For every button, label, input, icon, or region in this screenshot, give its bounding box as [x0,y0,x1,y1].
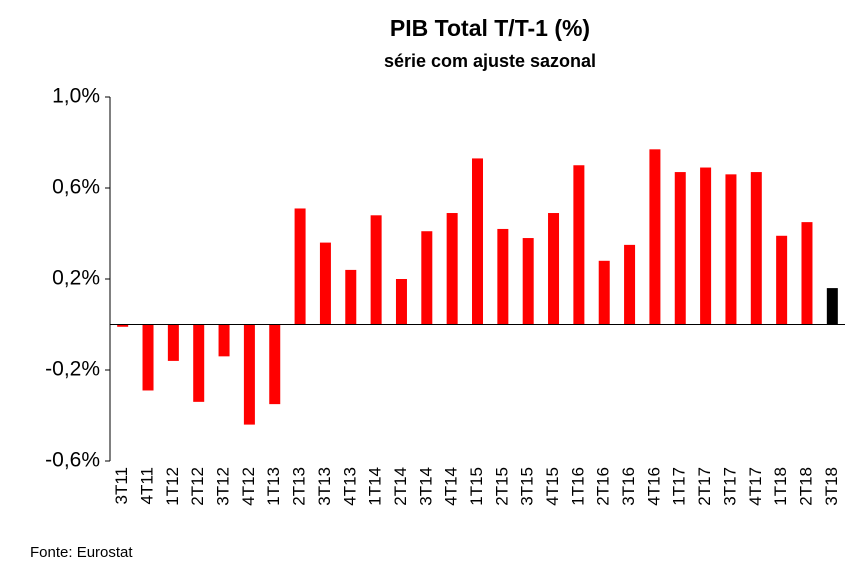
x-tick-label: 4T13 [340,467,359,506]
x-tick-label: 1T17 [670,467,689,506]
x-tick-label: 3T11 [112,467,131,505]
y-tick-label: 1,0% [52,85,100,108]
x-tick-label: 2T17 [695,467,714,506]
x-tick-label: 3T12 [214,467,233,506]
x-tick-label: 3T15 [518,467,537,506]
y-tick-label: 0,2% [52,267,100,290]
bar [649,149,661,325]
x-tick-label: 1T12 [163,467,182,506]
x-tick-label: 2T15 [492,467,511,506]
bar [497,228,509,325]
bar [826,288,838,325]
x-tick-label: 2T16 [594,467,613,506]
bar [345,269,357,325]
x-tick-label: 3T14 [416,467,435,506]
bar [624,244,636,325]
x-tick-label: 2T18 [796,467,815,506]
x-tick-label: 2T14 [391,467,410,506]
x-tick-label: 1T16 [568,467,587,506]
bar [801,222,813,325]
x-tick-label: 3T17 [720,467,739,506]
bar [395,279,407,325]
x-tick-label: 1T18 [771,467,790,506]
bar [598,260,610,325]
bar [319,242,331,325]
x-tick-label: 4T14 [442,467,461,506]
chart-title: PIB Total T/T-1 (%) [390,15,590,41]
bar [117,324,129,327]
bar [446,213,458,325]
bar [193,324,205,402]
chart-subtitle: série com ajuste sazonal [384,51,596,71]
bar [472,158,483,325]
bar [421,231,433,325]
y-tick-label: 0,6% [52,176,100,199]
x-tick-label: 2T13 [290,467,309,506]
bar [776,235,788,325]
x-tick-label: 3T13 [315,467,334,506]
x-tick-label: 1T14 [366,467,385,506]
x-tick-label: 4T12 [239,467,258,506]
bar [167,324,179,361]
bar [243,324,255,425]
bar [725,174,737,325]
x-tick-label: 1T15 [467,467,486,506]
x-tick-label: 3T16 [619,467,638,506]
bar [700,167,712,325]
x-tick-label: 4T11 [138,467,157,505]
bar [573,165,585,325]
bar [294,208,306,325]
x-tick-label: 2T12 [188,467,207,506]
x-tick-label: 4T15 [543,467,562,506]
x-tick-label: 3T18 [822,467,841,506]
x-tick-label: 1T13 [264,467,283,506]
y-tick-label: -0,2% [45,358,100,381]
x-tick-label: 4T16 [644,467,663,506]
bar [548,213,560,325]
bar [750,172,762,325]
bar [674,172,686,325]
y-tick-label: -0,6% [45,449,100,472]
bar [522,238,534,325]
x-tick-label: 4T17 [746,467,765,506]
bar [370,215,382,325]
bar [218,324,230,357]
source-note: Fonte: Eurostat [30,544,133,561]
bar [269,324,281,405]
bar [142,324,154,391]
